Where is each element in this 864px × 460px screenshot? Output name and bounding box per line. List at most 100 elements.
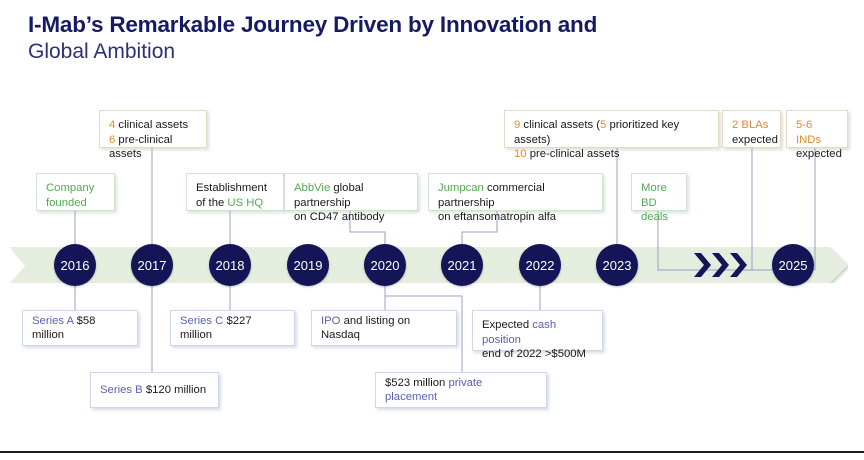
box-text: Series A $58 million <box>32 314 128 343</box>
text-line: on CD47 antibody <box>294 210 408 225</box>
financing-private-placement[interactable]: $523 million private placement <box>375 372 547 408</box>
milestone-jumpcan-partnership[interactable]: Jumpcan commercial partnership on eftanso… <box>428 173 603 223</box>
financing-cash-position[interactable]: Expected cash position end of 2022 >$500M <box>472 310 603 360</box>
text-run: cash position <box>482 319 557 346</box>
text-run: $523 million <box>385 376 449 389</box>
text-line: Establishment <box>196 181 274 196</box>
blas-callout-2025[interactable]: 2 BLAs expected <box>722 110 781 148</box>
box-text: 9 clinical assets (5 prioritized key ass… <box>514 118 709 162</box>
page-title: I-Mab’s Remarkable Journey Driven by Inn… <box>28 12 748 65</box>
text-run: Expected <box>482 319 533 331</box>
text-line: $523 million private placement <box>385 376 537 405</box>
box-text: Expected cash position end of 2022 >$500M <box>482 318 593 362</box>
text-run: Company <box>46 182 95 194</box>
box-text: IPO and listing on Nasdaq <box>321 314 447 343</box>
pipeline-callout-2023[interactable]: 9 clinical assets (5 prioritized key ass… <box>504 110 719 160</box>
text-run: pre-clinical assets <box>109 133 173 161</box>
text-line: Expected cash position <box>482 318 593 347</box>
text-run: IPO <box>321 314 341 327</box>
pipeline-callout-2017[interactable]: 4 clinical assets 6 pre-clinical assets <box>99 110 207 160</box>
text-line: Jumpcan commercial partnership <box>438 181 593 210</box>
text-run: $120 million <box>142 383 207 396</box>
timeline-year-2025[interactable]: 2025 <box>772 244 814 286</box>
text-run: clinical assets <box>115 119 189 131</box>
text-run: prioritized key assets) <box>514 119 680 146</box>
box-text: $523 million private placement <box>385 376 537 405</box>
text-run: clinical assets ( <box>520 119 601 131</box>
timeline-year-2019[interactable]: 2019 <box>287 244 329 286</box>
text-run: of the <box>196 196 228 209</box>
text-run: Jumpcan <box>438 182 484 194</box>
text-run: AbbVie <box>294 182 331 194</box>
milestone-abbvie-partnership[interactable]: AbbVie global partnership on CD47 antibod… <box>284 173 418 223</box>
financing-ipo-nasdaq[interactable]: IPO and listing on Nasdaq <box>311 310 457 346</box>
text-line: Series C $227 million <box>180 314 285 343</box>
box-text: Series C $227 million <box>180 314 285 343</box>
text-line: 10 pre-clinical assets <box>514 147 709 162</box>
text-line: 5-6 INDs <box>796 118 838 147</box>
text-run: end of 2022 >$500M <box>482 348 586 360</box>
text-run: founded <box>46 196 87 209</box>
year-label: 2017 <box>137 257 167 273</box>
text-run: global partnership <box>294 182 364 209</box>
text-line: founded <box>46 196 105 211</box>
text-run: 6 <box>109 133 116 146</box>
year-label: 2016 <box>60 257 90 273</box>
text-run: More BD <box>641 182 667 209</box>
year-label: 2025 <box>778 257 808 273</box>
year-label: 2020 <box>370 257 400 273</box>
year-label: 2018 <box>215 257 245 273</box>
text-line: Series A $58 million <box>32 314 128 343</box>
text-run: on eftansomatropin alfa <box>438 211 557 223</box>
box-text: AbbVie global partnership on CD47 antibod… <box>294 181 408 225</box>
financing-series-b[interactable]: Series B $120 million <box>90 372 219 408</box>
timeline-year-2022[interactable]: 2022 <box>519 244 561 286</box>
text-run: Establishment <box>196 182 267 194</box>
progress-chevrons-icon <box>694 253 747 277</box>
inds-callout-2025[interactable]: 5-6 INDs expected <box>786 110 848 160</box>
box-text: 4 clinical assets 6 pre-clinical assets <box>109 118 197 162</box>
milestone-us-hq[interactable]: Establishment of the US HQ <box>186 173 284 211</box>
text-run: on CD47 antibody <box>294 211 385 223</box>
financing-series-a[interactable]: Series A $58 million <box>22 310 138 346</box>
text-line: 4 clinical assets <box>109 118 197 133</box>
text-run: 5-6 INDs <box>796 119 822 146</box>
text-run: 4 <box>109 119 116 131</box>
footer-divider <box>0 451 864 453</box>
title-line-2: Global Ambition <box>28 40 176 63</box>
box-text: More BD deals <box>641 181 677 225</box>
timeline-year-2018[interactable]: 2018 <box>209 244 251 286</box>
text-run: 2 BLAs <box>732 119 769 131</box>
box-text: Company founded <box>46 181 105 210</box>
text-line: 2 BLAs <box>732 118 771 133</box>
text-run: $58 million <box>32 314 96 342</box>
text-line: of the US HQ <box>196 196 274 211</box>
box-text: 5-6 INDs expected <box>796 118 842 162</box>
milestone-company-founded[interactable]: Company founded <box>36 173 115 211</box>
text-run: 5 <box>600 119 607 131</box>
financing-series-c[interactable]: Series C $227 million <box>170 310 295 346</box>
text-run: 10 <box>514 148 527 160</box>
text-line: 9 clinical assets (5 prioritized key ass… <box>514 118 709 147</box>
text-run: US HQ <box>227 196 264 209</box>
year-label: 2019 <box>293 257 323 273</box>
timeline-year-2016[interactable]: 2016 <box>54 244 96 286</box>
text-run: Series B <box>100 383 143 396</box>
text-run: Series A <box>32 314 74 327</box>
box-text: Series B $120 million <box>100 383 206 398</box>
text-run: 9 <box>514 119 521 131</box>
timeline-year-2021[interactable]: 2021 <box>441 244 483 286</box>
title-line-1: I-Mab’s Remarkable Journey Driven by Inn… <box>28 12 598 37</box>
milestone-more-bd-deals[interactable]: More BD deals <box>631 173 687 223</box>
text-line: Company <box>46 181 105 196</box>
box-text: Establishment of the US HQ <box>196 181 274 210</box>
text-line: 6 pre-clinical assets <box>109 133 197 162</box>
box-text: Jumpcan commercial partnership on eftanso… <box>438 181 593 225</box>
timeline-year-2020[interactable]: 2020 <box>364 244 406 286</box>
text-run: expected <box>796 148 842 160</box>
timeline-year-2017[interactable]: 2017 <box>131 244 173 286</box>
text-line: end of 2022 >$500M <box>482 347 593 362</box>
year-label: 2021 <box>447 257 477 273</box>
timeline-year-2023[interactable]: 2023 <box>596 244 638 286</box>
year-label: 2022 <box>525 257 555 273</box>
